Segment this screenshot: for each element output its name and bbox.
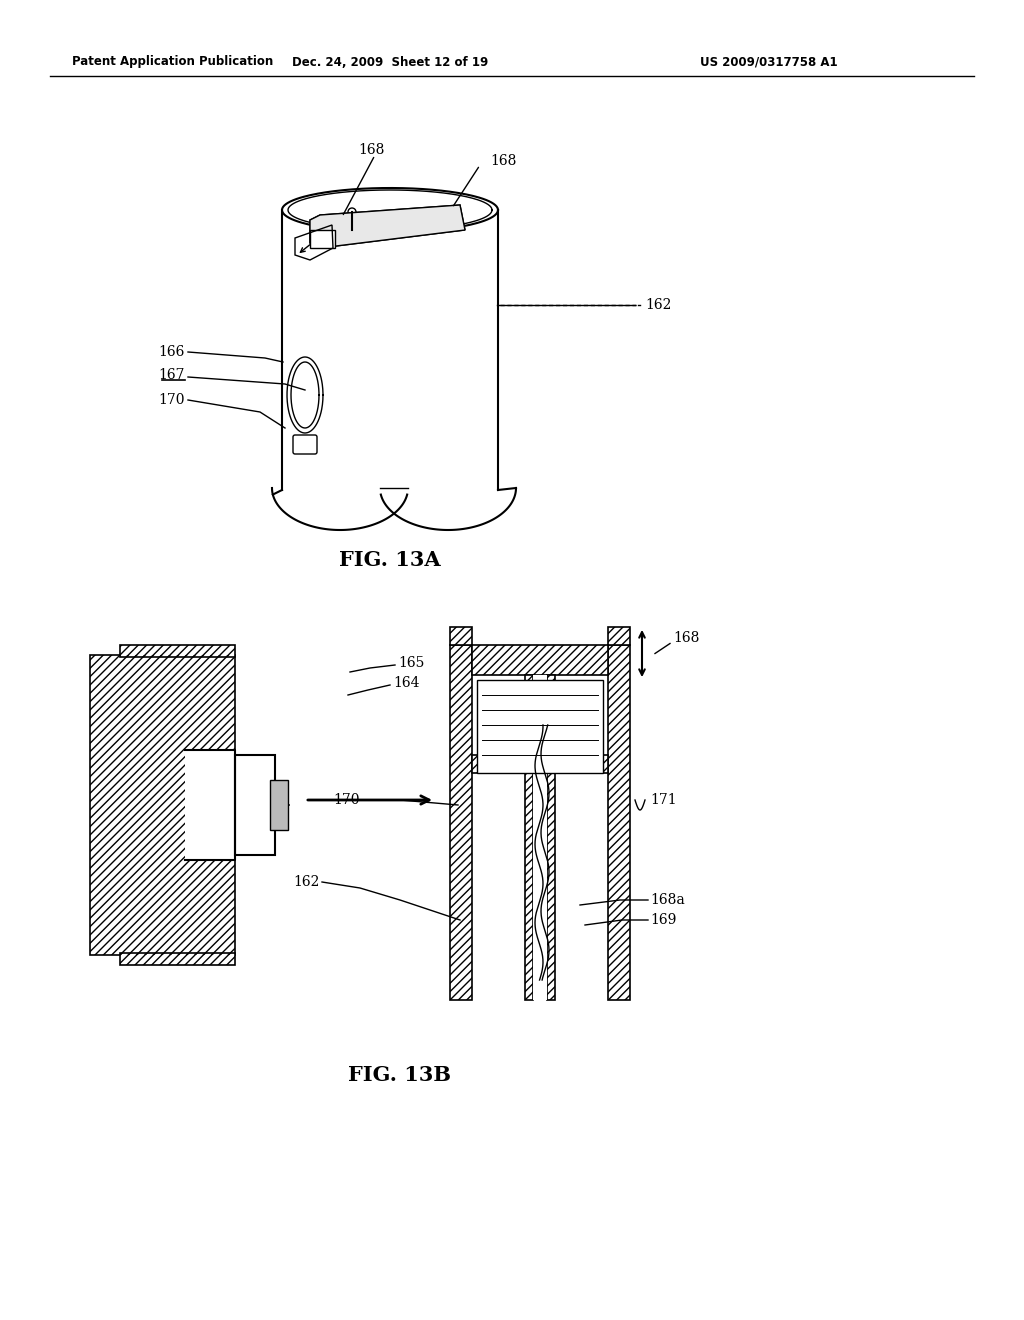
- Text: 162: 162: [294, 875, 319, 888]
- Bar: [472, 755, 492, 774]
- Bar: [608, 645, 630, 1001]
- Text: 170: 170: [334, 793, 360, 807]
- Bar: [588, 755, 608, 774]
- Bar: [120, 645, 234, 657]
- Text: 165: 165: [398, 656, 424, 671]
- Text: FIG. 13B: FIG. 13B: [348, 1065, 452, 1085]
- Bar: [472, 645, 608, 675]
- Bar: [450, 627, 472, 645]
- Bar: [120, 953, 234, 965]
- Text: Patent Application Publication: Patent Application Publication: [72, 55, 273, 69]
- Text: 164: 164: [393, 676, 420, 690]
- Polygon shape: [310, 230, 335, 248]
- Bar: [608, 645, 630, 1001]
- Text: 168: 168: [673, 631, 699, 645]
- Polygon shape: [310, 205, 465, 248]
- Text: 172: 172: [234, 774, 261, 787]
- Bar: [525, 675, 534, 1001]
- Text: 168: 168: [358, 143, 385, 157]
- Bar: [472, 755, 492, 774]
- Bar: [477, 680, 603, 774]
- Bar: [120, 645, 234, 657]
- Bar: [120, 953, 234, 965]
- Bar: [270, 780, 288, 830]
- Bar: [608, 627, 630, 645]
- Bar: [450, 627, 472, 645]
- Bar: [450, 645, 472, 1001]
- Bar: [472, 645, 608, 675]
- Text: 167: 167: [159, 368, 185, 381]
- Text: 171: 171: [650, 793, 677, 807]
- Bar: [588, 755, 608, 774]
- Bar: [608, 627, 630, 645]
- Bar: [90, 655, 234, 954]
- Text: 166: 166: [159, 345, 185, 359]
- Text: 170: 170: [159, 393, 185, 407]
- Bar: [534, 675, 547, 1001]
- Text: Dec. 24, 2009  Sheet 12 of 19: Dec. 24, 2009 Sheet 12 of 19: [292, 55, 488, 69]
- Text: 168a: 168a: [650, 894, 685, 907]
- Bar: [525, 675, 534, 1001]
- FancyBboxPatch shape: [293, 436, 317, 454]
- Bar: [547, 675, 555, 1001]
- Text: FIG. 13A: FIG. 13A: [339, 550, 440, 570]
- Circle shape: [392, 214, 398, 220]
- Text: 168: 168: [490, 154, 516, 168]
- Bar: [450, 645, 472, 1001]
- Text: 162: 162: [645, 298, 672, 312]
- Text: 169: 169: [650, 913, 677, 927]
- Bar: [234, 755, 275, 855]
- Bar: [185, 750, 234, 861]
- Bar: [90, 655, 234, 954]
- Text: US 2009/0317758 A1: US 2009/0317758 A1: [700, 55, 838, 69]
- Bar: [547, 675, 555, 1001]
